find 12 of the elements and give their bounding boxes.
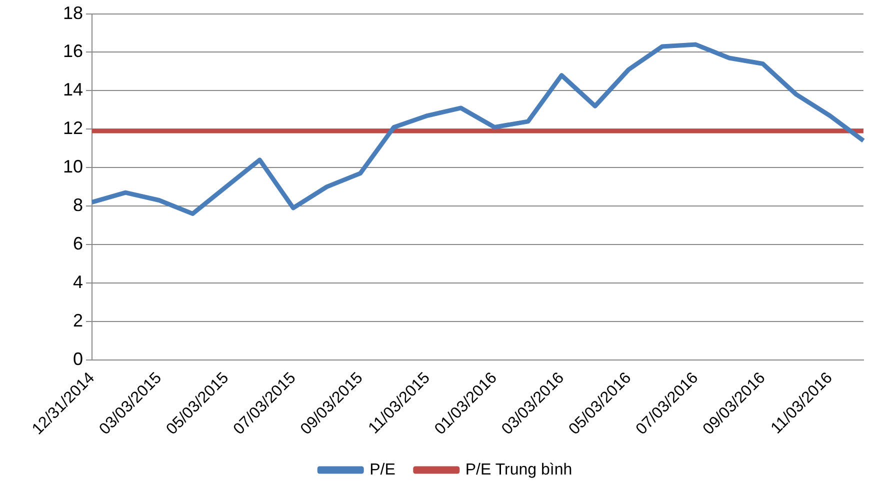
y-tick-label: 10 [62,156,83,177]
y-tick-label: 8 [72,194,83,215]
y-tick-label: 2 [72,310,83,330]
y-tick-label: 16 [62,41,83,62]
y-tick-label: 0 [72,348,83,369]
y-tick-label: 6 [72,233,83,254]
y-tick-label: 4 [72,272,83,292]
legend-label: P/E [370,461,396,478]
y-tick-label: 14 [62,80,83,100]
y-tick-label: 12 [62,118,83,138]
legend-label: P/E Trung bình [465,461,572,478]
y-tick-label: 18 [62,2,83,23]
